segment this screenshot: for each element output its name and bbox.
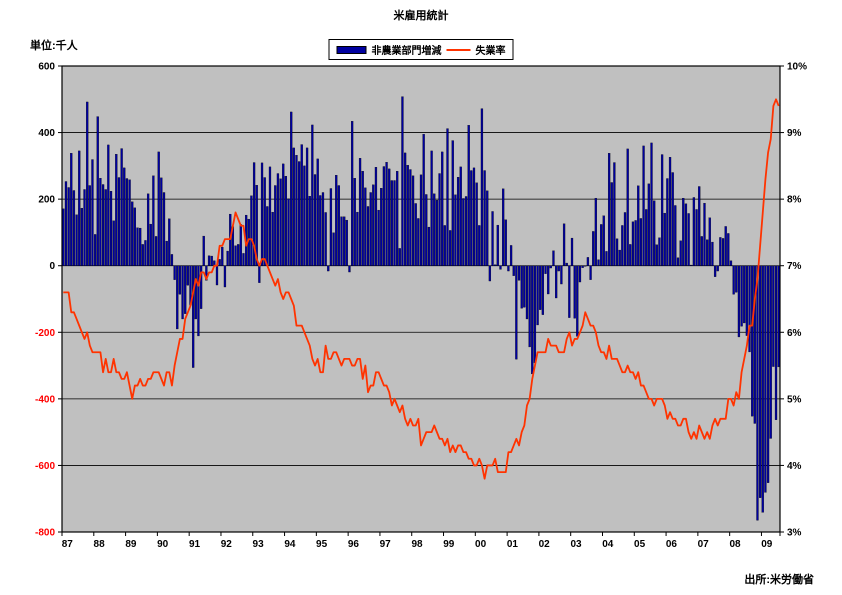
right-axis-tick-label: 7%: [787, 261, 802, 272]
left-axis-tick-label: -200: [35, 328, 55, 339]
left-axis-tick-label: -400: [35, 394, 55, 405]
y-axis-labels: -800 -600 -400 -200 0 200 400 600 3% 4% 5% 6% 7% 8% 9%…: [35, 62, 807, 539]
left-axis-tick-label: 600: [38, 62, 55, 73]
right-axis-tick-label: 4%: [787, 461, 802, 472]
x-axis-tick-label: 92: [221, 539, 233, 550]
x-axis-tick-label: 09: [761, 539, 773, 550]
unit-label: 単位:千人: [30, 40, 78, 52]
left-axis-tick-label: -600: [35, 461, 55, 472]
x-axis-labels: 87 88 89 90 91 92 93 94 95 96 97 98 99 00 01 02 03 04 05 06…: [61, 532, 781, 550]
line-legend-swatch-icon: [446, 48, 471, 51]
x-axis-tick-label: 90: [157, 539, 169, 550]
x-axis-tick-label: 93: [253, 539, 265, 550]
left-axis-tick-label: 0: [49, 261, 55, 272]
x-axis-tick-label: 00: [475, 539, 487, 550]
plot-border: [61, 65, 781, 533]
right-axis-tick-label: 6%: [787, 328, 802, 339]
x-axis-tick-label: 07: [698, 539, 710, 550]
x-axis-tick-label: 04: [602, 539, 614, 550]
line-legend-label: 失業率: [475, 46, 506, 57]
x-axis-tick-label: 95: [316, 539, 328, 550]
right-axis-tick-label: 3%: [787, 528, 802, 539]
right-axis-tick-label: 5%: [787, 394, 802, 405]
unemployment-line: [63, 98, 780, 480]
left-axis-tick-label: 200: [38, 195, 55, 206]
plot-background: [62, 66, 780, 532]
x-axis-tick-label: 03: [570, 539, 582, 550]
x-axis-tick-label: 01: [507, 539, 519, 550]
bar-legend-swatch-icon: [336, 45, 367, 54]
chart-plot: -800-600-400-20002004006003%4%5%6%7%8%9%…: [35, 62, 807, 551]
x-axis-tick-label: 06: [666, 539, 678, 550]
left-axis-tick-label: 400: [38, 128, 55, 139]
left-axis-tick-label: -800: [35, 528, 55, 539]
x-axis-tick-label: 97: [380, 539, 392, 550]
right-axis-tick-label: 9%: [787, 128, 802, 139]
right-axis-tick-label: 8%: [787, 195, 802, 206]
x-axis-tick-label: 91: [189, 539, 201, 550]
x-axis-tick-label: 02: [539, 539, 551, 550]
x-axis-tick-label: 88: [94, 539, 106, 550]
x-axis-tick-label: 89: [125, 539, 137, 550]
x-axis-tick-label: 05: [634, 539, 646, 550]
bar-legend-label: 非農業部門増減: [371, 46, 442, 57]
source-label: 出所:米労働省: [744, 574, 814, 586]
x-axis-tick-label: 08: [729, 539, 741, 550]
x-axis-tick-label: 99: [443, 539, 455, 550]
x-axis-tick-label: 98: [411, 539, 423, 550]
x-axis-tick-label: 87: [62, 539, 74, 550]
legend: 非農業部門増減 失業率: [328, 39, 514, 60]
x-axis-tick-label: 96: [348, 539, 360, 550]
x-axis-tick-label: 94: [284, 539, 296, 550]
right-axis-tick-label: 10%: [787, 62, 807, 73]
chart-title: 米雇用統計: [393, 10, 449, 22]
